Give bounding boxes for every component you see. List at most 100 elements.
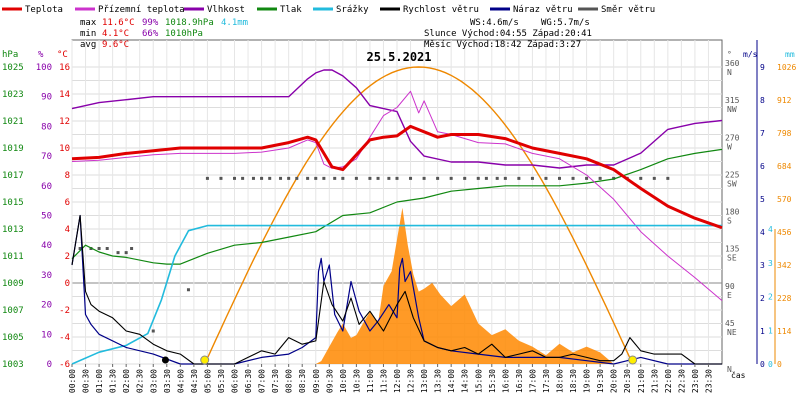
axis-unit-pct: %: [38, 50, 44, 60]
sun-marker: [200, 355, 210, 365]
wind-direction-point: [268, 176, 272, 180]
stat-max-temp: 11.6°C: [102, 18, 135, 28]
wind-direction-point: [186, 288, 190, 292]
wind-direction-point: [205, 176, 209, 180]
legend: Teplota Přízemní teplota Vlhkost Tlak Sr…: [2, 5, 655, 15]
wind-direction-point: [558, 176, 561, 180]
stat-max-hum: 99%: [142, 18, 159, 28]
wind-direction-point: [241, 176, 245, 180]
axis-tick-solar: 912: [777, 96, 792, 105]
x-tick-label: 20:30: [623, 369, 632, 393]
axis-tick-ms: 1: [760, 327, 765, 336]
axis-tick-pct: 80: [41, 122, 52, 132]
x-tick-label: 07:30: [271, 369, 280, 393]
x-tick-label: 18:00: [556, 369, 565, 393]
axis-tick-mm: 4: [768, 225, 773, 234]
axis-tick-pct: 30: [41, 271, 52, 281]
wind-direction-point: [251, 176, 255, 180]
legend-item-smer: Směr větru: [578, 5, 655, 15]
legend-item-srazky: Srážky: [313, 5, 369, 15]
axis-tick-hpa: 1007: [2, 306, 24, 316]
x-tick-label: 15:30: [488, 369, 497, 393]
wind-direction-point: [612, 176, 616, 180]
axis-tick-hpa: 1023: [2, 90, 24, 100]
temperature-line: [71, 124, 723, 230]
axis-tick-solar: 456: [777, 228, 792, 237]
wind-direction-point: [333, 176, 337, 180]
x-tick-label: 03:00: [149, 369, 158, 393]
axis-tick-hpa: 1021: [2, 117, 24, 127]
axis-tick-hpa: 1019: [2, 144, 24, 154]
x-tick-label: 21:00: [637, 369, 646, 393]
axis-tick-hpa: 1017: [2, 171, 24, 181]
axis-unit-mm: mm: [785, 50, 795, 59]
axis-tick-hpa: 1011: [2, 252, 24, 262]
axis-tick-ms: 4: [760, 228, 765, 237]
chart-title: 25.5.2021: [366, 50, 431, 64]
axis-tick-solar: 684: [777, 162, 792, 171]
wind-direction-point: [449, 176, 453, 180]
wind-speed-line: [71, 214, 722, 365]
axis-tick-pct: 40: [41, 241, 52, 251]
wind-direction-point: [395, 176, 399, 180]
legend-label-naraz: Náraz větru: [513, 5, 573, 15]
axis-tick-hpa: 1025: [2, 63, 24, 73]
axis-tick-ms: 9: [760, 63, 765, 72]
axis-tick-dir-lbl: N: [727, 68, 732, 77]
wind-direction-point: [287, 176, 291, 180]
axis-tick-dir-lbl: NE: [727, 328, 737, 337]
legend-label-smer: Směr větru: [601, 5, 655, 15]
wind-direction-point: [233, 176, 236, 180]
pressure-line: [71, 148, 723, 265]
series-layer: [71, 69, 723, 365]
x-tick-label: 06:30: [244, 369, 253, 393]
legend-item-tlak: Tlak: [257, 5, 302, 15]
x-tick-label: 02:00: [122, 369, 131, 393]
solar-layer: [204, 66, 634, 365]
axis-tick-dir-deg: 360: [725, 59, 740, 68]
info-sun: Slunce Východ:04:55 Západ:20:41: [424, 29, 592, 39]
rain-line: [71, 224, 722, 365]
moon-marker: [161, 356, 169, 364]
x-tick-label: 16:30: [515, 369, 524, 393]
x-tick-label: 14:30: [461, 369, 470, 393]
wind-direction-point: [322, 176, 326, 180]
info-moon: Měsíc Východ:18:42 Západ:3:27: [424, 40, 581, 50]
x-tick-label: 19:30: [596, 369, 605, 393]
solar-radiation-area: [315, 207, 614, 364]
info-block: WS:4.6m/s WG:5.7m/s Slunce Východ:04:55 …: [424, 18, 592, 50]
axis-tick-pct: 10: [41, 330, 52, 340]
axis-tick-degc: 4: [65, 225, 70, 235]
axis-tick-degc: 12: [59, 117, 70, 127]
axis-tick-ms: 8: [760, 96, 765, 105]
axis-tick-ms: 2: [760, 294, 765, 303]
x-tick-label: 23:00: [691, 369, 700, 393]
x-tick-label: 16:00: [501, 369, 510, 393]
wind-direction-point: [314, 176, 318, 180]
wind-direction-point: [295, 176, 299, 180]
wind-direction-point: [598, 176, 602, 180]
wind-direction-point: [97, 247, 101, 250]
wind-direction-point: [387, 176, 391, 180]
axis-tick-solar: 228: [777, 294, 792, 303]
wind-direction-point: [463, 176, 467, 180]
x-tick-label: 15:00: [474, 369, 483, 393]
stat-min-temp: 4.1°C: [102, 29, 129, 39]
wind-direction-point: [639, 176, 643, 180]
x-tick-label: 04:00: [176, 369, 185, 393]
x-axis-label: čas: [731, 370, 746, 380]
axis-tick-ms: 7: [760, 129, 765, 138]
ground-temperature-line: [71, 90, 723, 301]
x-tick-label: 11:00: [366, 369, 375, 393]
axis-tick-hpa: 1015: [2, 198, 24, 208]
axis-tick-dir-lbl: E: [727, 291, 732, 300]
axis-tick-degc: 14: [59, 90, 70, 100]
axis-tick-mm: 0: [768, 360, 773, 369]
axis-unit-degc: °C: [57, 50, 68, 60]
wind-direction-point: [517, 176, 521, 180]
x-tick-label: 22:30: [677, 369, 686, 393]
x-tick-label: 20:00: [610, 369, 619, 393]
axis-tick-dir-deg: 135: [725, 245, 740, 254]
x-tick-label: 03:30: [163, 369, 172, 393]
wind-direction-point: [571, 176, 575, 180]
